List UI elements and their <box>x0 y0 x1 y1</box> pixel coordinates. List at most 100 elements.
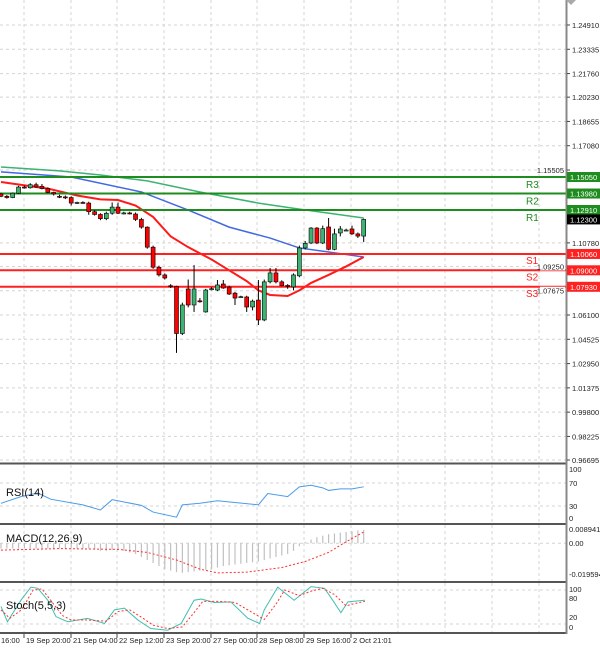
candle-bearish <box>115 206 121 214</box>
candle-bearish <box>197 300 203 303</box>
time-tick-label: 23 Sep 20:00 <box>166 636 211 645</box>
macd-scale-label: 0.008941 <box>569 525 600 534</box>
level-label-r1: R1 <box>526 213 539 224</box>
candle-bullish <box>291 274 296 288</box>
price-tick-label: 1.09250 <box>537 262 564 271</box>
current-price-box <box>567 214 600 225</box>
candle-bearish <box>226 286 232 295</box>
level-price-label: 1.13980 <box>570 190 597 199</box>
candle-bullish <box>261 281 267 321</box>
price-tick-label: 1.06100 <box>572 311 599 320</box>
price-tick-label: 1.23335 <box>572 45 599 54</box>
level-price-box <box>567 281 600 292</box>
candle-bearish <box>63 196 68 199</box>
chart-frame <box>0 0 568 634</box>
level-price-box <box>567 188 600 199</box>
candle-bearish <box>162 274 168 279</box>
time-tick-label: 22 Sep 12:00 <box>119 636 164 645</box>
stoch-scale-label: 80 <box>569 594 577 603</box>
candle-bullish <box>16 186 21 194</box>
candle-bearish <box>45 188 51 193</box>
candle-bearish <box>273 272 279 283</box>
candle-bullish <box>238 296 244 298</box>
rsi-scale-label: 100 <box>569 465 582 474</box>
candle-bearish <box>244 296 249 308</box>
pivot-levels: R3 R2 R1 S1 S2 S3 <box>0 176 566 300</box>
candle-bearish <box>221 283 226 289</box>
candle-bearish <box>57 195 62 198</box>
level-price-box <box>567 205 600 216</box>
price-tick-label: 1.21760 <box>572 70 599 79</box>
rsi-label: RSI(14) <box>6 487 44 499</box>
candle-bullish <box>209 288 214 290</box>
moving-average-line <box>0 166 364 219</box>
moving-average-line <box>0 180 365 298</box>
candle-bearish <box>80 202 86 204</box>
level-label-r3: R3 <box>526 180 539 191</box>
candle-bearish <box>279 281 285 287</box>
candle-bullish <box>267 272 273 283</box>
stoch-signal-line <box>0 587 365 630</box>
candle-bullish <box>308 227 314 244</box>
price-tick-label: 1.04525 <box>572 335 599 344</box>
macd-signal-line <box>0 531 364 574</box>
indicator-panes <box>0 484 365 631</box>
price-axis: 1.24910 1.23335 1.21760 1.20230 1.18655 1.170… <box>537 21 600 632</box>
candle-bearish <box>156 266 162 276</box>
moving-averages <box>0 166 365 298</box>
time-tick-label: 21 Sep 04:00 <box>73 636 118 645</box>
macd-scale-label: -0.019594 <box>569 570 600 579</box>
candle-bearish <box>314 227 320 244</box>
candle-bearish <box>355 233 361 237</box>
candle-bullish <box>332 233 337 250</box>
candle-bearish <box>168 285 173 288</box>
candle-bullish <box>74 202 80 204</box>
level-label-r2: R2 <box>526 197 539 208</box>
candle-bullish <box>109 206 115 214</box>
grid <box>0 0 566 632</box>
price-tick-label-backdrop <box>540 262 565 271</box>
candle-bullish <box>27 184 33 189</box>
candle-bearish <box>22 186 27 189</box>
candle-bearish <box>285 285 290 287</box>
shift-marker-icon[interactable] <box>566 0 576 5</box>
candle-bearish <box>98 214 103 219</box>
candles <box>0 182 367 353</box>
candle-bullish <box>343 229 349 232</box>
candle-bearish <box>86 202 92 213</box>
price-tick-label: 1.01375 <box>572 384 599 393</box>
level-price-label: 1.10060 <box>570 250 597 259</box>
candle-bearish <box>232 292 238 299</box>
stoch-scale-label: 100 <box>569 585 582 594</box>
time-tick-label: 29 Sep 16:00 <box>306 636 351 645</box>
level-price-label: 1.12910 <box>570 206 597 215</box>
candle-bearish <box>185 288 191 306</box>
price-tick-label-backdrop <box>540 286 565 295</box>
candle-bullish <box>191 288 197 306</box>
candle-bullish <box>250 300 255 308</box>
current-price-label: 1.12300 <box>570 215 597 224</box>
level-price-box <box>567 172 600 183</box>
level-label-s1: S1 <box>526 256 539 267</box>
candle-bullish <box>215 284 220 291</box>
rsi-scale-label: 70 <box>569 479 577 488</box>
price-tick-label: 1.20230 <box>572 93 599 102</box>
candle-bullish <box>10 192 15 198</box>
price-tick-label: 1.17080 <box>572 142 599 151</box>
price-tick-label: 1.24910 <box>572 21 599 30</box>
time-tick-label: 28 Sep 08:00 <box>259 636 304 645</box>
candle-bearish <box>326 226 331 250</box>
level-price-label: 1.15050 <box>570 173 597 182</box>
candle-bearish <box>174 286 179 334</box>
level-price-label: 1.09000 <box>570 266 597 275</box>
rsi-line <box>0 484 364 518</box>
candle-bullish <box>302 243 308 249</box>
candle-bearish <box>33 184 39 188</box>
candle-bullish <box>320 228 326 244</box>
candle-bullish <box>297 247 302 277</box>
level-label-s2: S2 <box>526 272 539 283</box>
time-tick-label: 19 Sep 20:00 <box>26 636 71 645</box>
candle-bearish <box>92 211 97 215</box>
candle-bearish <box>4 195 10 198</box>
